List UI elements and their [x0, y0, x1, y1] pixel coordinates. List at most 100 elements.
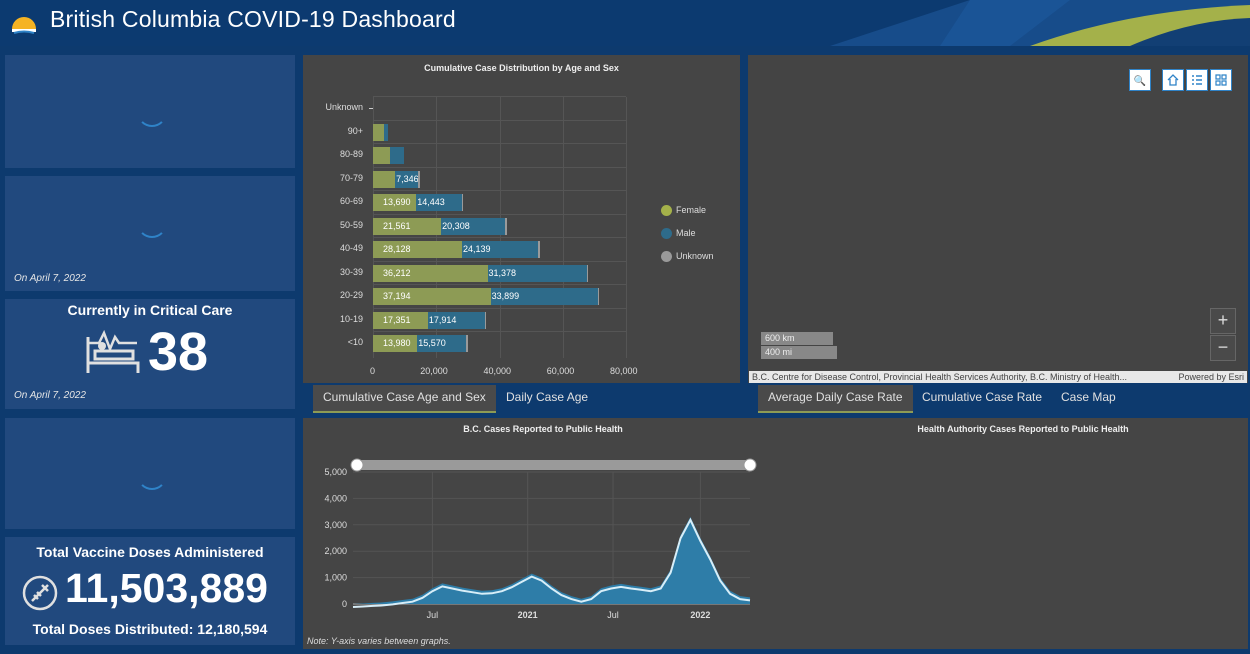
bar-unknown[interactable] — [418, 170, 420, 188]
legend-label: Unknown — [676, 251, 714, 261]
bar-value-label: 37,194 — [383, 291, 411, 301]
tab-average-daily-case-rate[interactable]: Average Daily Case Rate — [758, 385, 913, 413]
category-label: 30-39 — [339, 266, 363, 277]
bar-male[interactable]: 31,378 — [487, 264, 587, 282]
bar-female[interactable] — [373, 123, 385, 141]
row-separator — [373, 213, 626, 215]
indicator-card-4 — [5, 418, 295, 529]
ha-chart-title: Health Authority Cases Reported to Publi… — [917, 424, 1129, 434]
bar-female[interactable]: 17,351 — [373, 311, 428, 329]
bar-value-label: 13,980 — [383, 338, 411, 348]
slider-handle-start[interactable] — [350, 458, 364, 472]
legend-unknown[interactable]: Unknown — [661, 251, 714, 263]
slider-handle-end[interactable] — [743, 458, 757, 472]
legend-button[interactable] — [1186, 69, 1208, 91]
loading-spinner-icon — [137, 460, 167, 490]
scale-bar-mi: 400 mi — [761, 346, 837, 359]
cases-line-chart: 0 1,000 2,000 3,000 4,000 5,000 Jul 2021 Jul 2022 — [303, 418, 1248, 649]
bar-female[interactable]: 37,194 — [373, 288, 491, 305]
row-separator — [373, 190, 626, 191]
left-chart-tabs: Cumulative Case Age and Sex Daily Case A… — [303, 385, 740, 415]
vaccine-doses-value: 11,503,889 — [65, 565, 268, 611]
bar-male[interactable]: 14,443 — [416, 194, 462, 211]
search-icon: 🔍 — [1133, 76, 1147, 87]
bar-male[interactable]: 7,346 — [395, 170, 419, 188]
bar-female[interactable]: 28,128 — [373, 241, 462, 258]
grid-line — [626, 97, 627, 358]
x-tick-label: Jul — [427, 610, 439, 620]
bar-unknown[interactable] — [466, 335, 468, 352]
y-tick-label: 4,000 — [324, 493, 347, 503]
bar-unknown[interactable] — [538, 241, 540, 258]
loading-spinner-icon — [137, 97, 167, 127]
empty-bar-tick — [369, 108, 373, 109]
age-sex-chart: 0 20,000 40,000 60,000 80,000 Unknown 90+ 80-89… — [303, 55, 740, 383]
age-sex-chart-panel: Cumulative Case Distribution by Age and … — [303, 55, 740, 383]
bar-female[interactable] — [373, 147, 391, 164]
category-label: 70-79 — [339, 172, 363, 183]
y-axis-note: Note: Y-axis varies between graphs. — [307, 636, 451, 646]
bar-male[interactable]: 33,899 — [490, 288, 598, 305]
map-attribution: B.C. Centre for Disease Control, Provinc… — [749, 371, 1247, 383]
bar-unknown[interactable] — [597, 288, 600, 305]
bar-value-label: 13,690 — [383, 197, 411, 207]
tab-daily-case-age[interactable]: Daily Case Age — [506, 390, 589, 404]
bar-female[interactable]: 13,690 — [373, 194, 417, 211]
bar-male[interactable]: 15,570 — [417, 335, 467, 352]
category-label: 50-59 — [339, 219, 363, 230]
bar-male[interactable] — [390, 147, 404, 164]
bar-female[interactable]: 36,212 — [373, 264, 488, 282]
bar-value-label: 17,914 — [428, 314, 457, 325]
bar-male[interactable] — [384, 123, 388, 141]
bar-female[interactable]: 13,980 — [373, 335, 418, 352]
legend-male[interactable]: Male — [661, 228, 696, 240]
cases-svg: 0 1,000 2,000 3,000 4,000 5,000 Jul 2021 Jul 2022 — [324, 458, 757, 620]
zoom-out-button[interactable]: − — [1210, 335, 1236, 361]
daily-cases-area[interactable] — [353, 516, 750, 604]
grid-line — [562, 97, 564, 358]
critical-care-value: 38 — [148, 322, 209, 382]
bar-unknown[interactable] — [586, 264, 589, 282]
vaccine-title: Total Vaccine Doses Administered — [36, 544, 264, 560]
x-tick-label: 40,000 — [483, 365, 512, 376]
tab-cumulative-case-rate[interactable]: Cumulative Case Rate — [922, 390, 1043, 404]
basemap-button[interactable] — [1210, 69, 1232, 91]
scale-bar-km: 600 km — [761, 332, 833, 345]
x-tick-label: 0 — [370, 365, 376, 376]
map-panel[interactable]: 🔍 + − 600 km 400 mi — [748, 55, 1248, 383]
legend-female[interactable]: Female — [661, 205, 706, 217]
bar-unknown[interactable] — [505, 217, 507, 235]
powered-by-link[interactable]: Powered by Esri — [1174, 371, 1244, 383]
vaccine-card: Total Vaccine Doses Administered 11,503,… — [5, 537, 295, 645]
loading-spinner-icon — [137, 208, 167, 238]
row-separator — [373, 331, 626, 332]
bar-unknown[interactable] — [484, 311, 487, 329]
critical-care-card: Currently in Critical Care 38 On April 7… — [5, 299, 295, 409]
bar-female[interactable] — [373, 170, 396, 188]
category-label: 90+ — [347, 125, 363, 136]
tab-case-map[interactable]: Case Map — [1061, 390, 1116, 404]
bar-male[interactable]: 24,139 — [461, 241, 539, 258]
header-decoration — [830, 0, 1250, 46]
cases-chart-panel: B.C. Cases Reported to Public Health Hea… — [303, 418, 1248, 649]
bar-value-label: 20,308 — [442, 220, 470, 231]
x-tick-label: 80,000 — [610, 365, 638, 376]
bar-unknown[interactable] — [461, 194, 464, 211]
search-button[interactable]: 🔍 — [1129, 69, 1151, 91]
indicator-date: On April 7, 2022 — [14, 273, 86, 284]
date-range-slider[interactable] — [357, 460, 750, 470]
legend-swatch-icon — [661, 205, 672, 217]
bar-female[interactable]: 21,561 — [373, 217, 442, 235]
rolling-average-line[interactable] — [352, 517, 751, 608]
x-tick-label: 60,000 — [546, 365, 575, 376]
bar-value-label: 17,351 — [383, 314, 411, 325]
y-tick-label: 0 — [342, 599, 347, 609]
category-label: 40-49 — [339, 243, 363, 253]
doses-distributed: Total Doses Distributed: 12,180,594 — [32, 621, 268, 637]
bar-male[interactable]: 20,308 — [441, 217, 506, 235]
tab-cumulative-case-age-sex[interactable]: Cumulative Case Age and Sex — [313, 385, 496, 413]
home-button[interactable] — [1162, 69, 1184, 91]
bar-male[interactable]: 17,914 — [427, 311, 485, 329]
zoom-in-button[interactable]: + — [1210, 308, 1236, 334]
row-separator — [373, 166, 626, 168]
